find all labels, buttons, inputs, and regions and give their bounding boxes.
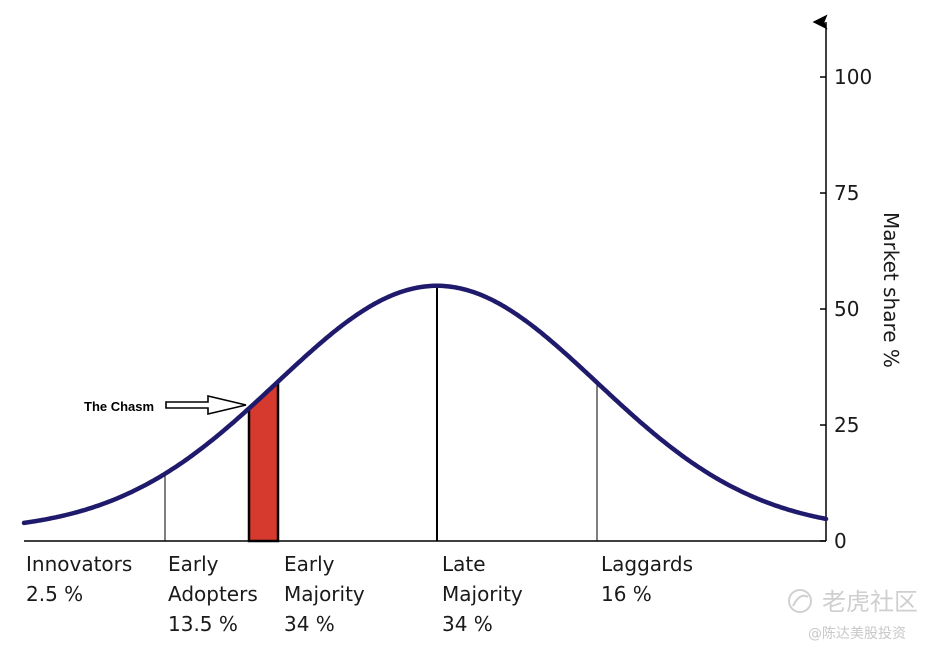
category-label-line: Early bbox=[168, 552, 219, 576]
chasm-annotation: The Chasm bbox=[84, 394, 247, 416]
watermark-logo-icon bbox=[788, 589, 812, 613]
category-label: Early Adopters 13.5 % bbox=[168, 552, 258, 636]
category-label-line: 34 % bbox=[442, 612, 493, 636]
category-label: Early Majority 34 % bbox=[284, 552, 365, 636]
category-label-line: Laggards bbox=[601, 552, 693, 576]
category-label-line: Innovators bbox=[26, 552, 132, 576]
category-labels: Innovators 2.5 % Early Adopters 13.5 % Early M… bbox=[26, 552, 693, 636]
category-label-line: 16 % bbox=[601, 582, 652, 606]
category-label: Late Majority 34 % bbox=[442, 552, 523, 636]
category-label-line: Adopters bbox=[168, 582, 258, 606]
category-label-line: Majority bbox=[442, 582, 523, 606]
watermark-brand: 老虎社区 bbox=[822, 588, 918, 616]
category-label-line: 2.5 % bbox=[26, 582, 83, 606]
watermark: 老虎社区 @陈达美股投资 bbox=[788, 588, 918, 642]
y-tick-label: 75 bbox=[834, 181, 859, 205]
category-label-line: 13.5 % bbox=[168, 612, 238, 636]
chasm-arrow-icon bbox=[165, 394, 247, 416]
category-label-line: Late bbox=[442, 552, 486, 576]
chasm-label: The Chasm bbox=[84, 399, 154, 414]
y-axis-title: Market share % bbox=[879, 212, 903, 368]
segment-dividers bbox=[164, 285, 598, 541]
category-label: Laggards 16 % bbox=[601, 552, 693, 606]
category-label: Innovators 2.5 % bbox=[26, 552, 132, 606]
y-tick-label: 50 bbox=[834, 297, 859, 321]
y-tick-label: 100 bbox=[834, 65, 872, 89]
y-ticks: 0 25 50 75 100 bbox=[820, 65, 872, 553]
y-tick-label: 25 bbox=[834, 413, 859, 437]
y-tick-label: 0 bbox=[834, 529, 847, 553]
adoption-curve bbox=[21, 283, 829, 526]
category-label-line: Early bbox=[284, 552, 335, 576]
watermark-author: @陈达美股投资 bbox=[808, 625, 906, 642]
category-label-line: 34 % bbox=[284, 612, 335, 636]
category-label-line: Majority bbox=[284, 582, 365, 606]
